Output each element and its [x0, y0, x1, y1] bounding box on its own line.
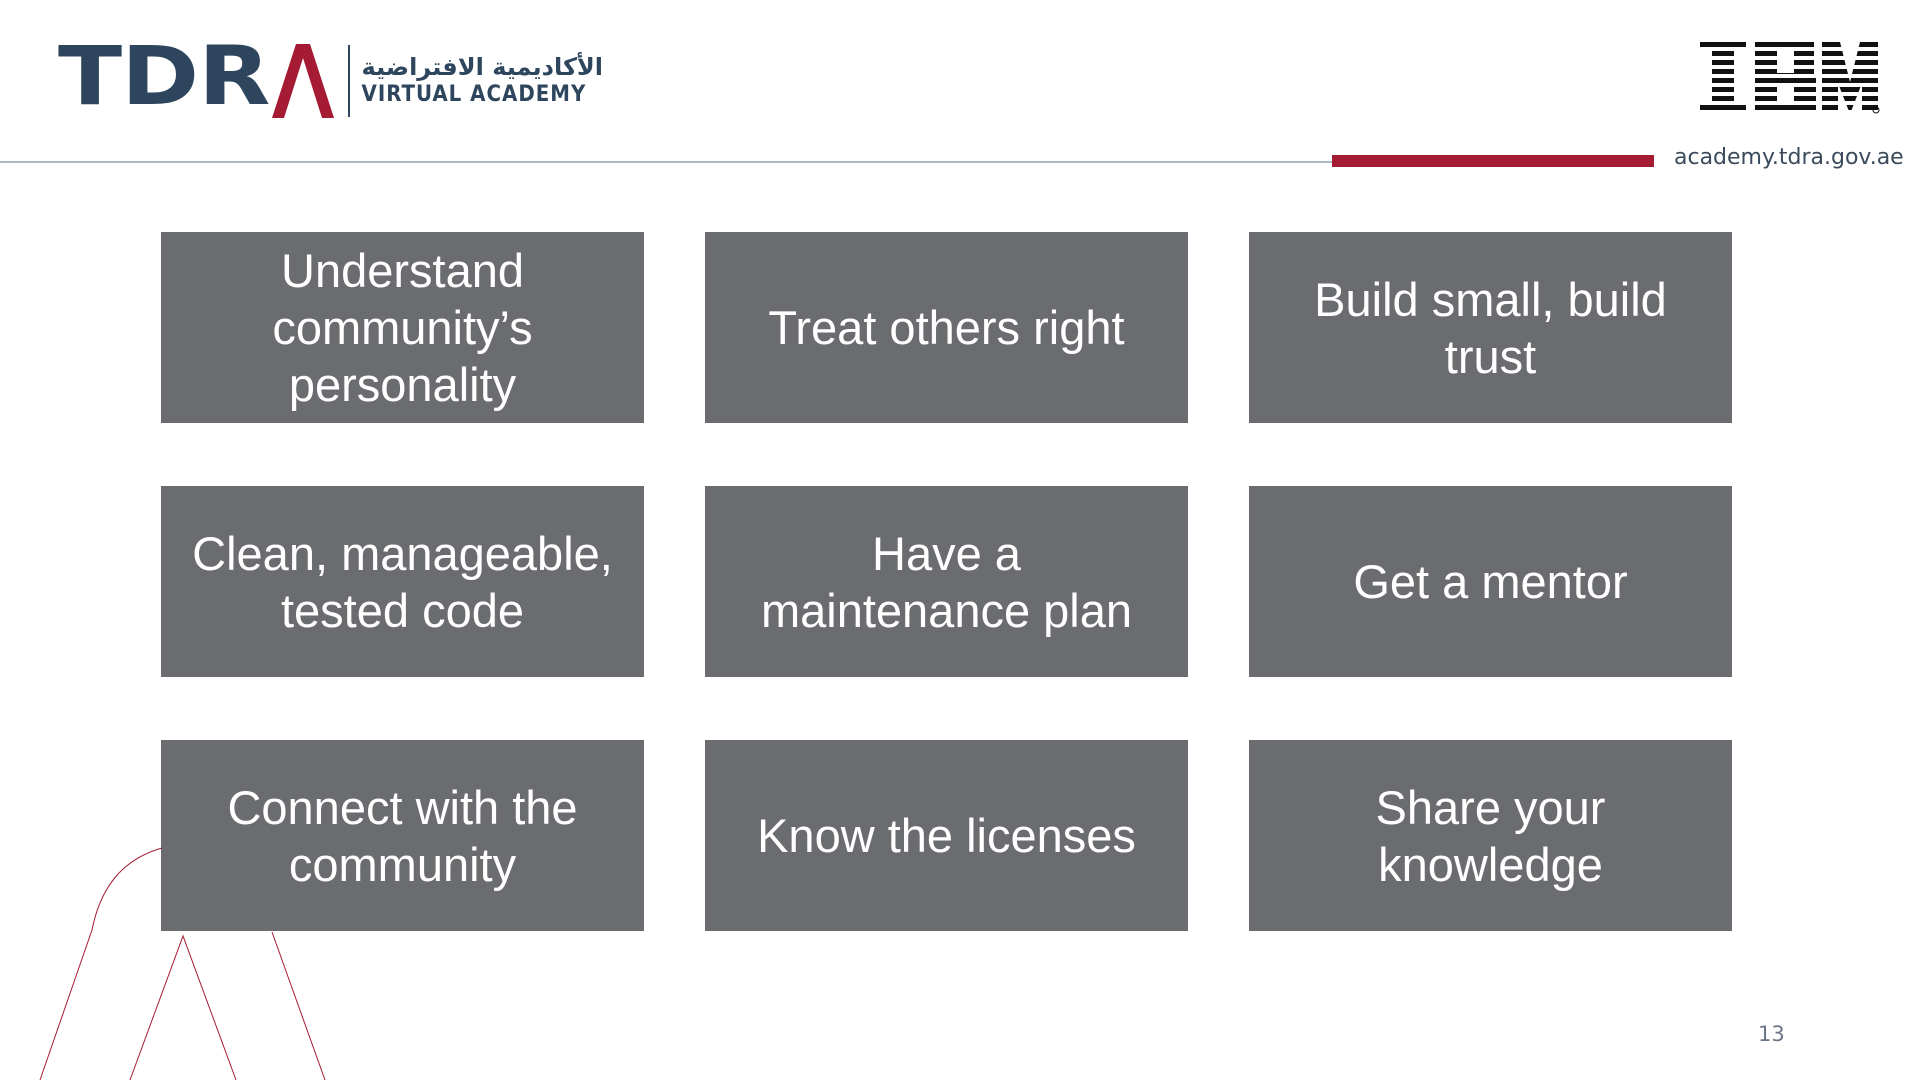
principle-tile-label: Have a maintenance plan [760, 526, 1133, 637]
site-url: academy.tdra.gov.ae [1674, 145, 1904, 170]
principle-tile-label: Connect with the community [227, 780, 578, 891]
principles-grid: Understand community’s personality Treat … [161, 232, 1732, 931]
academy-name-arabic: الأكاديمية الافتراضية [361, 53, 604, 82]
principle-tile: Get a mentor [1249, 486, 1732, 677]
principle-tile-label: Build small, build trust [1314, 272, 1667, 383]
header-accent-bar [1332, 155, 1654, 167]
principle-tile-label: Clean, manageable, tested code [192, 526, 613, 637]
tdra-logo-text: TDR [58, 30, 271, 125]
principle-tile-label: Get a mentor [1353, 555, 1628, 608]
principle-tile-label: Know the licenses [757, 809, 1136, 862]
tdra-logo-a-icon [271, 44, 334, 118]
principle-tile: Understand community’s personality [161, 232, 644, 423]
principle-tile: Treat others right [705, 232, 1188, 423]
academy-name-english: VIRTUAL ACADEMY [361, 82, 587, 108]
header-divider-line [0, 161, 1332, 163]
principle-tile: Have a maintenance plan [705, 486, 1188, 677]
brand-divider [347, 45, 350, 117]
principle-tile-label: Understand community’s personality [272, 244, 533, 411]
principle-tile: Connect with the community [161, 740, 644, 931]
principle-tile: Know the licenses [705, 740, 1188, 931]
principle-tile: Build small, build trust [1249, 232, 1732, 423]
page-number: 13 [1758, 1022, 1785, 1046]
tdra-logo-icon: TDR [58, 37, 334, 118]
principle-tile-label: Treat others right [768, 301, 1125, 354]
principle-tile: Clean, manageable, tested code [161, 486, 644, 677]
academy-name: الأكاديمية الافتراضية VIRTUAL ACADEMY [362, 53, 604, 108]
tdra-brand: TDR الأكاديمية الافتراضية VIRTUAL ACADEM… [58, 37, 604, 118]
principle-tile-label: Share your knowledge [1375, 780, 1606, 891]
decorative-lines-icon [39, 847, 326, 1080]
ibm-logo-icon [1700, 42, 1880, 114]
principle-tile: Share your knowledge [1249, 740, 1732, 931]
